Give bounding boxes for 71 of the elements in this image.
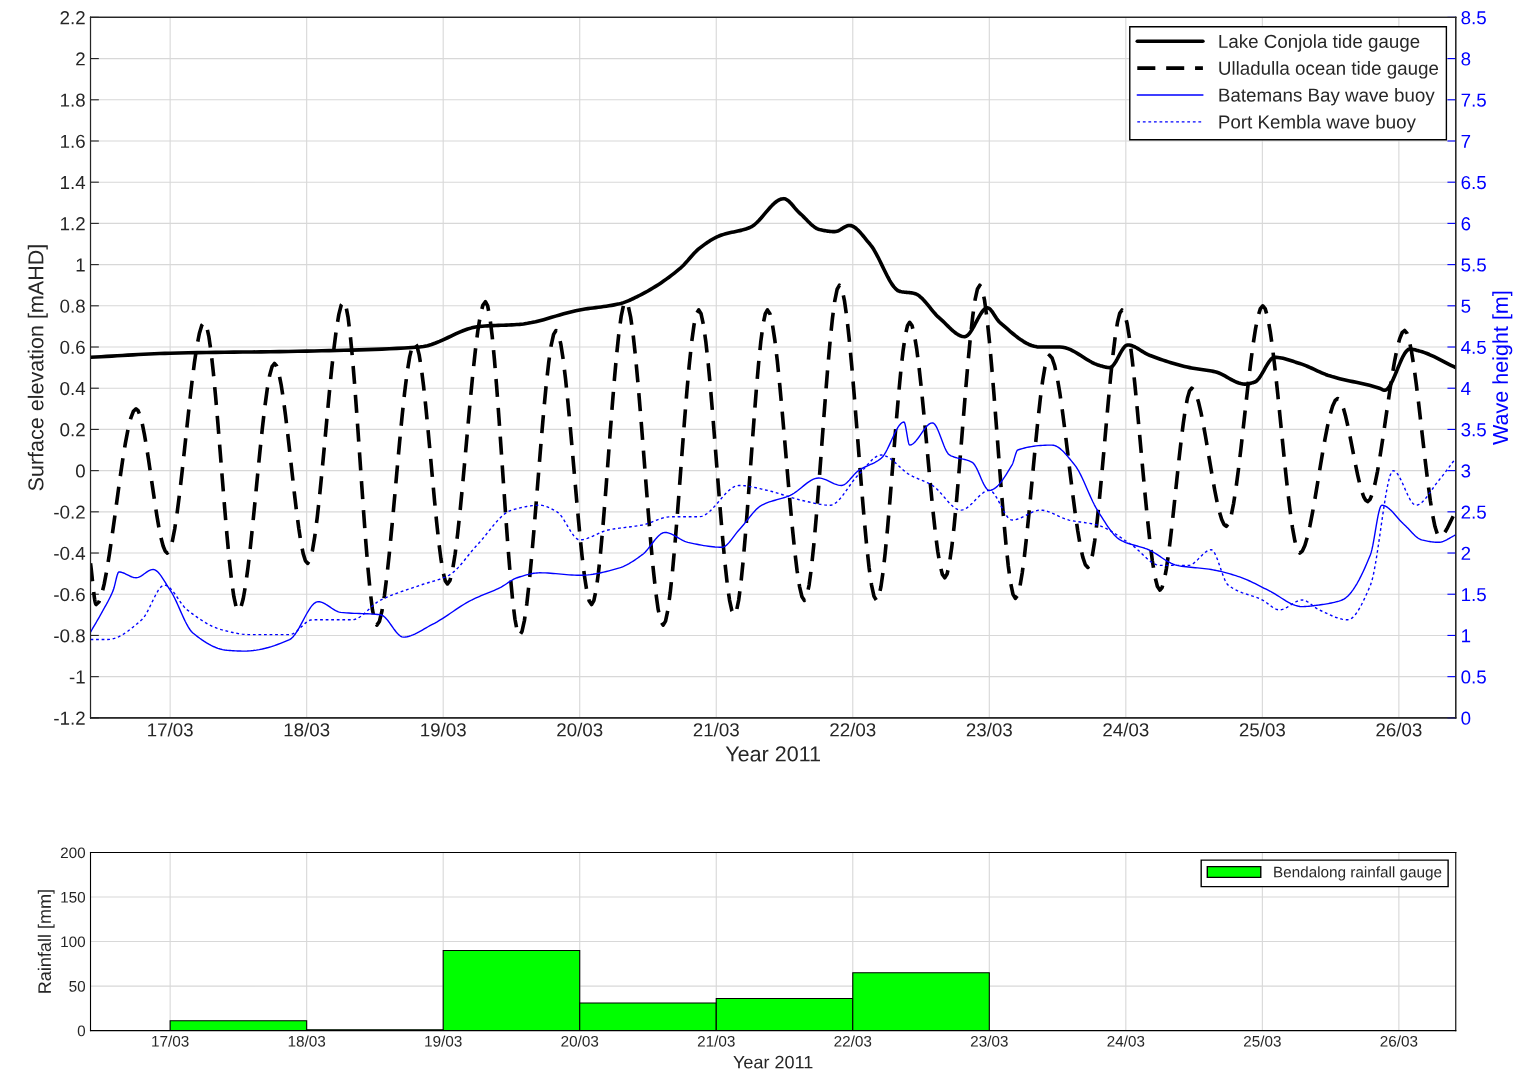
x-tick-label: 20/03 bbox=[561, 1035, 599, 1047]
x-tick-label: 20/03 bbox=[557, 722, 603, 737]
y2-tick-label: 4.5 bbox=[1461, 340, 1486, 354]
y2-tick-label: 6 bbox=[1461, 217, 1471, 231]
y2-tick-label: 8 bbox=[1461, 52, 1471, 66]
y-tick-label: -0.2 bbox=[54, 505, 85, 519]
y-tick-label: 2.2 bbox=[60, 11, 85, 25]
x-tick-label: 24/03 bbox=[1107, 1035, 1145, 1047]
y-tick-label: 2 bbox=[76, 52, 85, 66]
x-tick-label: 25/03 bbox=[1244, 1035, 1281, 1047]
y-tick-label: 200 bbox=[60, 847, 86, 859]
y-tick-label: 0.8 bbox=[60, 299, 85, 313]
y2-tick-label: 7.5 bbox=[1461, 93, 1486, 107]
y-tick-label: 1.4 bbox=[61, 176, 86, 189]
x-tick-label: 26/03 bbox=[1376, 722, 1422, 737]
y2-tick-label: 5 bbox=[1461, 299, 1471, 313]
x-tick-label: 21/03 bbox=[697, 1035, 735, 1047]
y-tick-label: -1 bbox=[69, 670, 85, 684]
x-tick-label: 21/03 bbox=[693, 722, 739, 737]
x-tick-label: 22/03 bbox=[834, 1035, 872, 1047]
y2-tick-label: 6.5 bbox=[1461, 175, 1486, 190]
y2-tick-label: 3 bbox=[1461, 464, 1471, 478]
y-axis-title: Surface elevation [mAHD] bbox=[27, 245, 48, 491]
y-tick-label: 0.6 bbox=[60, 340, 85, 354]
y2-tick-label: 3.5 bbox=[1461, 423, 1486, 437]
x-tick-label: 19/03 bbox=[421, 722, 466, 737]
y-tick-label: 0.4 bbox=[60, 381, 86, 396]
x-axis-title: Year 2011 bbox=[725, 746, 820, 762]
x-tick-label: 23/03 bbox=[966, 722, 1012, 737]
y2-tick-label: 5.5 bbox=[1461, 258, 1486, 272]
y-tick-label: 0 bbox=[75, 464, 85, 478]
y2-tick-label: 0.5 bbox=[1461, 670, 1486, 684]
x-tick-label: 18/03 bbox=[284, 722, 330, 737]
y-tick-label: -0.8 bbox=[54, 629, 85, 643]
y2-tick-label: 1 bbox=[1462, 629, 1471, 643]
y2-tick-label: 4 bbox=[1461, 382, 1471, 396]
y2-tick-label: 7 bbox=[1461, 134, 1471, 148]
y-tick-label: 0.2 bbox=[60, 423, 85, 437]
x-tick-label: 19/03 bbox=[425, 1035, 462, 1047]
y-tick-label: 1.8 bbox=[61, 93, 85, 107]
x-tick-label: 24/03 bbox=[1103, 722, 1149, 737]
legend-label: Bendalong rainfall gauge bbox=[1274, 866, 1442, 881]
y-tick-label: -0.4 bbox=[54, 546, 86, 561]
y-tick-label: 1 bbox=[76, 258, 85, 272]
y2-tick-label: 2 bbox=[1461, 546, 1471, 560]
y-tick-label: 150 bbox=[61, 891, 86, 903]
legend-label: Ulladulla ocean tide gauge bbox=[1219, 61, 1439, 79]
x-tick-label: 18/03 bbox=[288, 1035, 326, 1047]
x-tick-label: 26/03 bbox=[1380, 1035, 1418, 1047]
y-tick-label: -1.2 bbox=[54, 711, 85, 725]
y2-tick-label: 0 bbox=[1461, 711, 1471, 725]
y-tick-label: 50 bbox=[69, 980, 86, 992]
y-tick-label: 0 bbox=[77, 1025, 86, 1037]
x-axis-title: Year 2011 bbox=[733, 1055, 813, 1069]
y-axis-title: Rainfall [mm] bbox=[37, 890, 55, 993]
y2-tick-label: 8.5 bbox=[1461, 11, 1486, 25]
y-tick-label: -0.6 bbox=[54, 587, 85, 602]
x-tick-label: 17/03 bbox=[148, 722, 193, 737]
y2-axis-title: Wave height [m] bbox=[1492, 291, 1513, 445]
y-tick-label: 100 bbox=[61, 936, 86, 948]
y-tick-label: 1.2 bbox=[61, 217, 85, 231]
legend-label: Port Kembla wave buoy bbox=[1219, 114, 1416, 133]
y2-tick-label: 1.5 bbox=[1462, 588, 1486, 602]
legend-label: Lake Conjola tide gauge bbox=[1219, 34, 1420, 52]
x-tick-label: 17/03 bbox=[152, 1035, 189, 1047]
legend-label: Batemans Bay wave buoy bbox=[1219, 87, 1435, 106]
y-tick-label: 1.6 bbox=[61, 134, 85, 148]
x-tick-label: 25/03 bbox=[1239, 722, 1285, 737]
x-tick-label: 23/03 bbox=[970, 1035, 1008, 1047]
y2-tick-label: 2.5 bbox=[1461, 505, 1486, 519]
x-tick-label: 22/03 bbox=[830, 722, 876, 737]
